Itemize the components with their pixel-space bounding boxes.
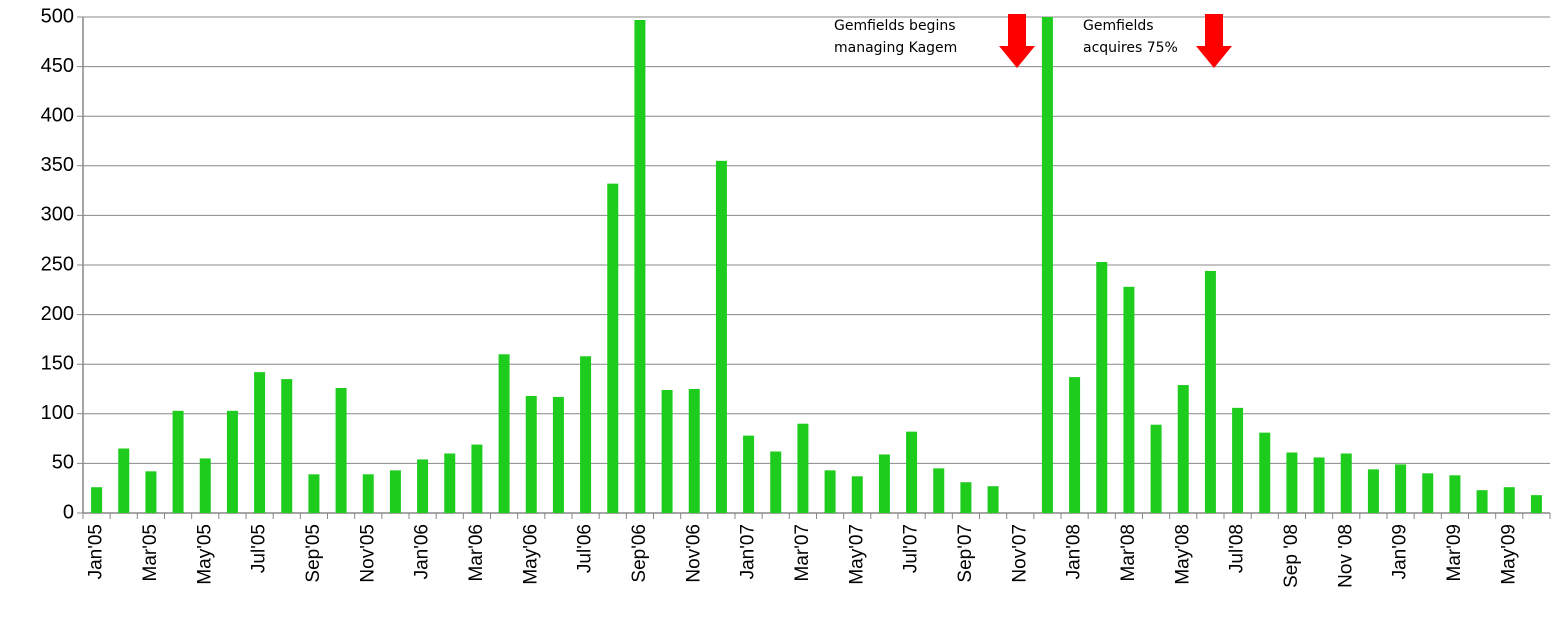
bar (1395, 464, 1407, 513)
bar (743, 435, 755, 513)
x-tick-label: Mar'06 (466, 524, 487, 581)
x-tick-label: May'09 (1498, 524, 1519, 585)
bar (335, 388, 347, 513)
bar (1422, 473, 1434, 513)
bar (1069, 377, 1081, 513)
x-tick-label: Sep'06 (629, 524, 650, 583)
x-tick-label: May'06 (520, 524, 541, 585)
x-tick-label: Nov'07 (1009, 524, 1030, 583)
bar (1123, 286, 1135, 513)
y-tick-label: 250 (41, 253, 74, 275)
annotation-arrow (1196, 14, 1232, 68)
bar (1476, 490, 1488, 513)
bar (797, 423, 809, 513)
y-tick-label: 50 (52, 452, 74, 474)
x-tick-label: Mar'09 (1444, 524, 1465, 581)
bar (1367, 469, 1379, 513)
bar (580, 356, 592, 513)
bar (1503, 487, 1515, 513)
bar (525, 395, 537, 513)
x-tick-label: Jan'05 (86, 524, 107, 579)
bar (91, 487, 103, 513)
annotation-text: acquires 75% (1083, 40, 1178, 56)
x-tick-label: May'07 (846, 524, 867, 585)
bar (308, 474, 320, 513)
x-tick-label: Jul'07 (901, 524, 922, 573)
y-tick-label: 200 (41, 303, 74, 325)
x-tick-label: Mar'07 (792, 524, 813, 581)
x-tick-label: Jul'08 (1227, 524, 1248, 573)
x-tick-label: May'08 (1172, 524, 1193, 585)
y-tick-label: 500 (41, 5, 74, 27)
x-tick-label: Jan'09 (1390, 524, 1411, 579)
bar (552, 396, 564, 513)
x-tick-label: Jan'08 (1064, 524, 1085, 579)
annotation-arrow (999, 14, 1035, 68)
bar (498, 354, 510, 513)
y-tick-label: 150 (41, 352, 74, 374)
bar (281, 379, 293, 513)
bar (1204, 270, 1216, 513)
bar (1096, 262, 1108, 513)
bar (715, 160, 727, 513)
x-tick-label: Jan'07 (738, 524, 759, 579)
bar (1041, 17, 1053, 513)
y-tick-label: 0 (63, 501, 74, 523)
x-tick-label: Jan'06 (412, 524, 433, 579)
bar (1449, 475, 1461, 513)
annotation-text: Gemfields (1083, 18, 1154, 34)
x-tick-label: Mar'08 (1118, 524, 1139, 581)
y-tick-label: 100 (41, 402, 74, 424)
bar (1259, 432, 1271, 513)
bar (1177, 385, 1189, 513)
bar (688, 389, 700, 513)
y-tick-label: 450 (41, 55, 74, 77)
bar (878, 454, 890, 513)
bar (199, 458, 211, 513)
bar (172, 410, 184, 513)
bar (118, 448, 130, 513)
y-tick-label: 400 (41, 104, 74, 126)
bar (1232, 407, 1244, 513)
x-tick-label: Sep'07 (955, 524, 976, 583)
bar (417, 459, 429, 513)
bar (145, 471, 157, 513)
bar (1340, 453, 1352, 513)
bar (226, 410, 238, 513)
x-tick-label: Nov'06 (683, 524, 704, 583)
x-tick-label: Mar'05 (140, 524, 161, 581)
x-tick-label: May'05 (194, 524, 215, 585)
x-tick-label: Jul'06 (575, 524, 596, 573)
bar (770, 451, 782, 513)
x-tick-label: Jul'05 (249, 524, 270, 573)
x-tick-label: Nov '08 (1335, 524, 1356, 588)
bar (634, 19, 646, 513)
annotation-text: managing Kagem (834, 40, 957, 56)
bar (661, 389, 673, 513)
bar (987, 486, 999, 513)
bar (444, 453, 456, 513)
bar (362, 474, 374, 513)
bar (1313, 457, 1325, 513)
y-tick-label: 350 (41, 154, 74, 176)
bar (389, 470, 401, 513)
bar (933, 468, 945, 513)
y-tick-label: 300 (41, 204, 74, 226)
bar (254, 372, 266, 513)
x-tick-label: Nov'05 (357, 524, 378, 583)
bar (1530, 495, 1542, 513)
bar (607, 183, 619, 513)
bar (1150, 424, 1162, 513)
bar (1286, 452, 1298, 513)
bar (851, 476, 863, 513)
bar (824, 470, 836, 513)
bar (960, 482, 972, 513)
x-tick-label: Sep'05 (303, 524, 324, 583)
bar (906, 431, 918, 513)
annotation-text: Gemfields begins (834, 18, 956, 34)
bar (471, 444, 483, 513)
x-tick-label: Sep '08 (1281, 524, 1302, 588)
